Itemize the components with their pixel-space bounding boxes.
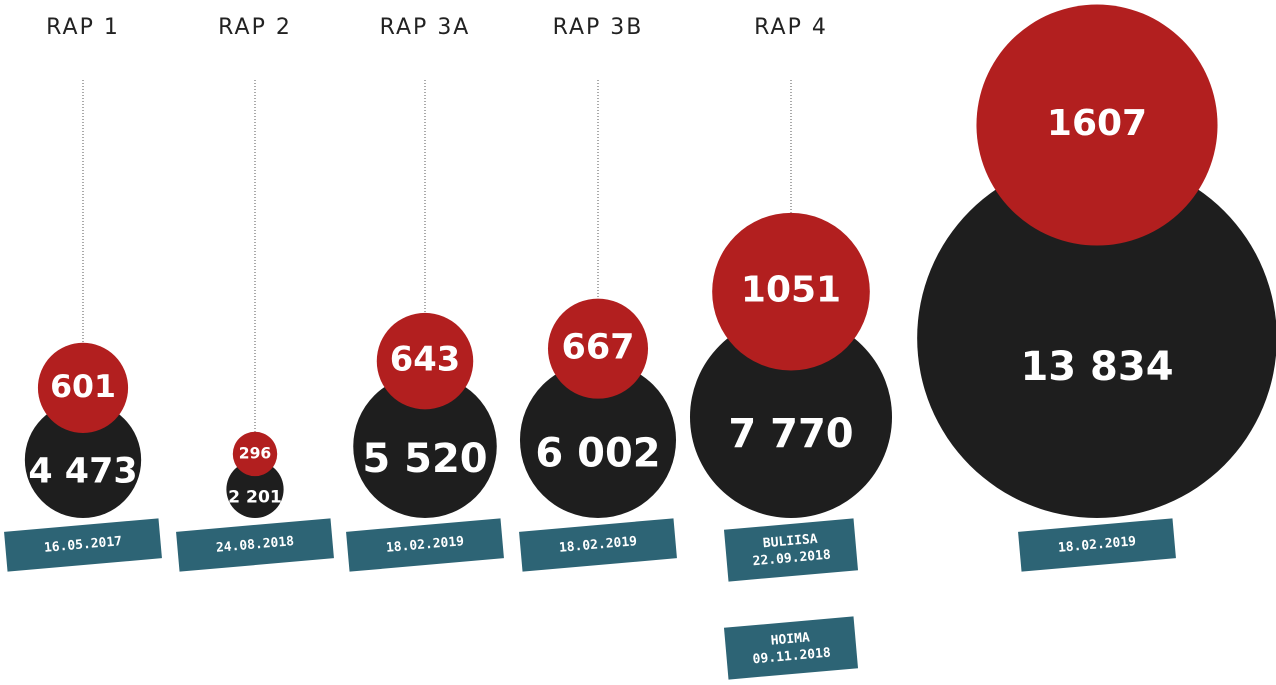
total-label: 6 002 [535, 431, 660, 477]
highlight-label: 667 [561, 328, 634, 368]
tag-box [519, 518, 677, 572]
column-title: RAP 3A [380, 15, 471, 40]
date-tag: 16.05.2017 [4, 518, 162, 572]
highlight-bubble [232, 431, 278, 477]
tag-text: 18.02.2019 [558, 534, 637, 556]
total-label: 4 473 [28, 452, 137, 492]
highlight-bubble [37, 342, 129, 433]
total-label: 13 834 [1020, 344, 1173, 390]
tag-text: 24.08.2018 [215, 534, 294, 556]
tag-box [723, 518, 859, 582]
tag-text: 18.02.2019 [1057, 534, 1136, 556]
column-title: RAP 4 [754, 15, 828, 40]
tag-text: HOIMA [770, 630, 810, 648]
highlight-label: 296 [239, 444, 271, 462]
total-label: 5 520 [362, 436, 487, 482]
highlight-label: 601 [50, 369, 116, 405]
tag-box [723, 616, 859, 680]
column-title: RAP 2 [218, 15, 292, 40]
date-tag: 24.08.2018 [176, 518, 334, 572]
tag-text: 22.09.2018 [752, 548, 831, 570]
total-bubble [24, 401, 142, 518]
column-title: RAP 3B [553, 15, 644, 40]
highlight-bubble [712, 212, 870, 371]
date-tag: 18.02.2019 [519, 518, 677, 572]
tag-box [1018, 518, 1176, 572]
highlight-bubble [376, 312, 474, 410]
highlight-label: 643 [390, 340, 460, 379]
total-bubble [226, 460, 284, 518]
total-bubble [353, 374, 497, 518]
tag-text: BULIISA [762, 532, 818, 552]
tag-box [176, 518, 334, 572]
total-bubble [917, 158, 1276, 518]
total-bubble [519, 361, 677, 518]
highlight-label: 1051 [741, 270, 841, 311]
date-tag: 18.02.2019 [346, 518, 504, 572]
highlight-bubble [547, 298, 649, 399]
date-tag: 18.02.2019 [1018, 518, 1176, 572]
tag-box [346, 518, 504, 572]
total-label: 7 770 [728, 411, 853, 457]
tag-box [4, 518, 162, 572]
highlight-label: 1607 [1047, 103, 1147, 144]
tag-text: 16.05.2017 [43, 534, 122, 556]
tag-text: 09.11.2018 [752, 646, 831, 668]
total-bubble [689, 315, 893, 518]
column-title: RAP 1 [46, 15, 120, 40]
total-label: 2 201 [228, 488, 282, 508]
highlight-bubble [976, 4, 1218, 246]
tag-text: 18.02.2019 [385, 534, 464, 556]
